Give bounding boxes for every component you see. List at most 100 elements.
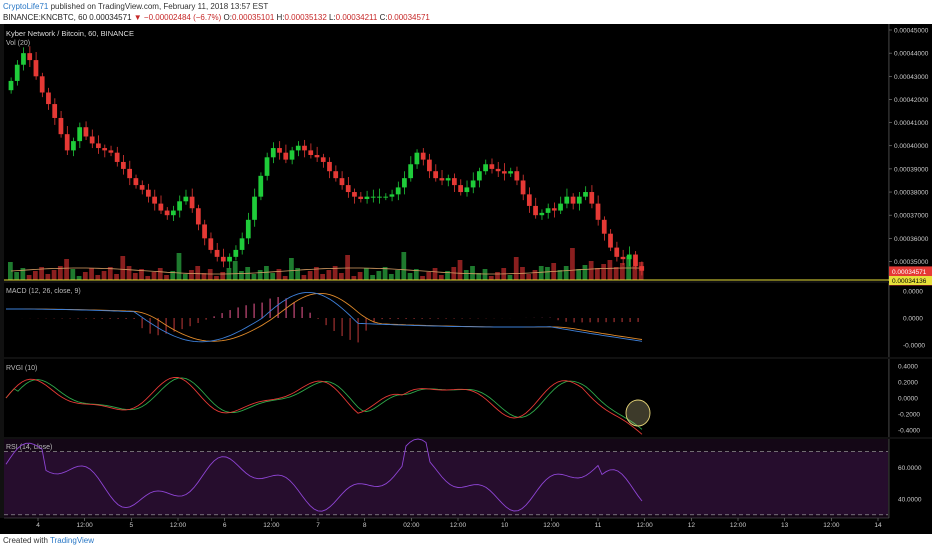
macd-histogram-bar: [413, 318, 415, 319]
price-tick-label: 0.00037000: [894, 213, 929, 220]
volume-bar: [176, 253, 182, 280]
candle-body: [177, 201, 182, 211]
time-tick-label: 10: [501, 522, 509, 529]
candle-body: [195, 208, 201, 225]
volume-bar: [39, 267, 44, 280]
candle-body: [320, 157, 326, 162]
price-axis-bg: [889, 359, 932, 437]
candle-body: [545, 208, 551, 213]
volume-label: Vol (20): [6, 40, 30, 47]
candle-body: [46, 92, 51, 105]
volume-bar: [207, 269, 213, 280]
macd-histogram-bar: [613, 318, 615, 323]
candle-body: [139, 185, 145, 190]
close-value: 0.00034571: [387, 13, 430, 22]
tradingview-brand[interactable]: TradingView: [50, 536, 95, 545]
macd-histogram-bar: [461, 318, 463, 319]
candle-body: [333, 171, 339, 179]
price-axis-bg: [889, 283, 932, 357]
volume-bar: [613, 267, 619, 280]
macd-histogram-bar: [237, 307, 239, 318]
macd-histogram-bar: [333, 318, 335, 331]
candle-body: [570, 196, 576, 204]
macd-histogram-bar: [197, 318, 199, 323]
macd-histogram-bar: [637, 318, 639, 322]
macd-histogram-bar: [373, 318, 375, 323]
macd-histogram-bar: [565, 318, 567, 322]
price-tick-label: 0.00041000: [894, 120, 929, 127]
volume-bar: [251, 274, 257, 280]
candle-body: [89, 136, 95, 144]
volume-bar: [145, 276, 151, 280]
price-tick-label: 0.00040000: [894, 143, 929, 150]
macd-histogram-bar: [293, 302, 295, 318]
price-tick-label: 0.00039000: [894, 166, 929, 173]
candle-body: [77, 127, 83, 142]
volume-bar: [295, 268, 301, 280]
time-tick-label: 14: [874, 522, 882, 529]
macd-histogram-bar: [389, 318, 391, 320]
candle-body: [289, 150, 295, 160]
candle-body: [483, 164, 488, 172]
macd-histogram-bar: [133, 318, 135, 320]
author-link[interactable]: CryptoLife71: [3, 2, 49, 11]
volume-bar: [582, 265, 588, 280]
volume-bar: [476, 273, 482, 280]
volume-bar: [307, 271, 313, 280]
candle-body: [639, 266, 645, 271]
candle-body: [439, 178, 445, 181]
candle-body: [64, 134, 70, 151]
candle-body: [414, 152, 420, 165]
macd-histogram-bar: [229, 310, 231, 318]
macd-histogram-bar: [309, 312, 311, 318]
symbol-info-line: BINANCE:KNCBTC, 60 0.00034571 ▼ −0.00002…: [3, 13, 430, 22]
volume-bar: [470, 266, 475, 280]
volume-bar: [413, 269, 419, 280]
volume-bar: [220, 272, 226, 280]
macd-histogram-bar: [453, 318, 455, 319]
macd-tick-label: -0.0000: [903, 343, 925, 350]
high-label: H:: [276, 13, 285, 22]
candle-body: [245, 219, 251, 239]
candle-body: [358, 196, 364, 199]
candle-body: [352, 192, 357, 197]
rvgi-tick-label: -0.2000: [898, 412, 920, 419]
price-tick-label: 0.00038000: [894, 190, 929, 197]
pane-background: [4, 24, 888, 281]
volume-bar: [376, 271, 382, 280]
high-value: 0.00035132: [284, 13, 327, 22]
volume-bar: [89, 268, 94, 280]
volume-bar: [432, 268, 438, 280]
macd-histogram-bar: [189, 318, 191, 327]
time-tick-label: 12: [688, 522, 696, 529]
candle-body: [152, 196, 157, 204]
chart-canvas[interactable]: Kyber Network / Bitcoin, 60, BINANCE Vol …: [0, 24, 932, 534]
macd-histogram-bar: [277, 297, 279, 318]
volume-bar: [545, 267, 550, 280]
macd-histogram-bar: [405, 318, 407, 319]
macd-histogram-bar: [101, 318, 103, 319]
macd-histogram-bar: [213, 316, 215, 318]
rvgi-tick-label: 0.0000: [898, 396, 918, 403]
rvgi-tick-label: 0.2000: [898, 380, 918, 387]
candle-body: [583, 192, 588, 197]
candle-body: [27, 53, 33, 61]
candle-body: [121, 161, 126, 169]
candle-body: [464, 187, 470, 193]
volume-bar: [326, 270, 332, 280]
volume-bar: [638, 262, 644, 280]
volume-bar: [107, 267, 113, 280]
rsi-band-fill: [4, 451, 888, 515]
candle-body: [595, 203, 601, 220]
low-label: L:: [329, 13, 336, 22]
volume-bar: [239, 271, 244, 280]
candle-body: [127, 168, 133, 179]
volume-bar: [320, 274, 325, 280]
price-change: ▼ −0.00002484 (−6.7%): [133, 13, 222, 22]
time-tick-label: 12:00: [823, 522, 840, 529]
candle-body: [526, 194, 532, 206]
volume-bar: [513, 257, 519, 280]
candle-body: [239, 238, 245, 250]
price-pane-title: Kyber Network / Bitcoin, 60, BINANCE: [6, 29, 134, 38]
volume-bar: [557, 270, 563, 280]
